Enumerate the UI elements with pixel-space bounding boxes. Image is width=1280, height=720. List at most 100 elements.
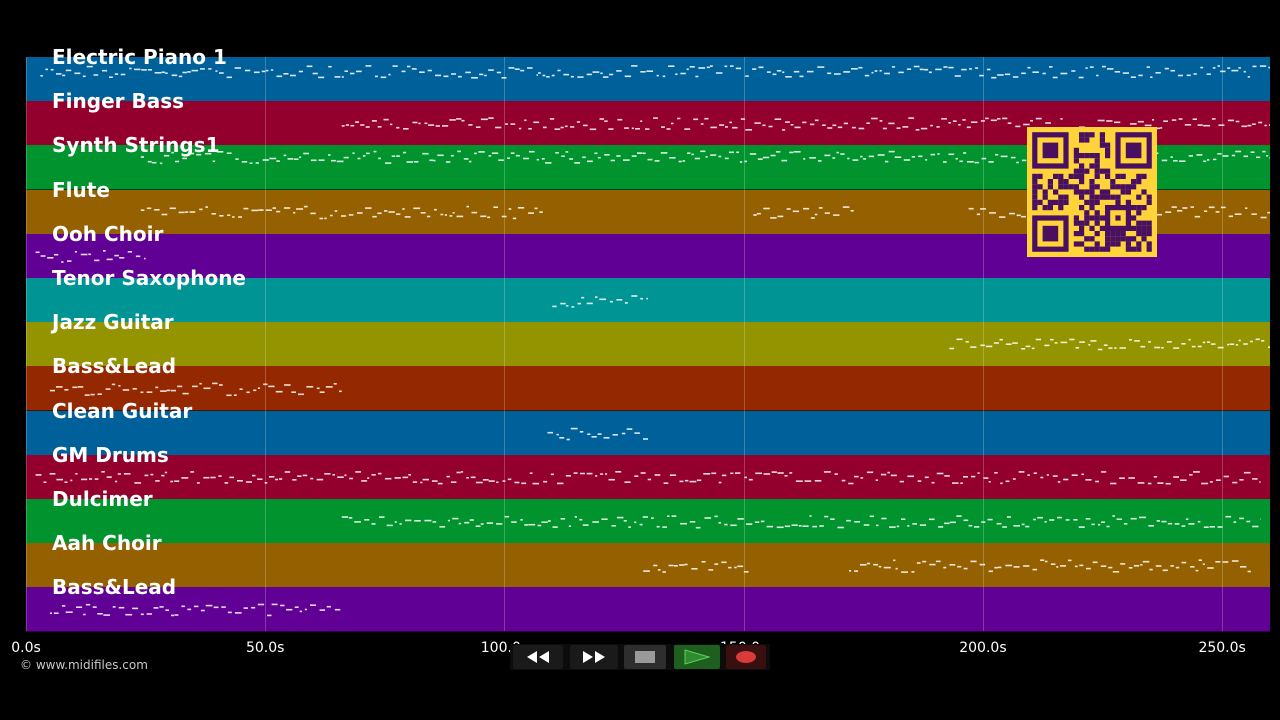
midi-note [215, 70, 218, 72]
midi-note [334, 76, 341, 78]
midi-note [995, 153, 999, 156]
midi-note [159, 162, 163, 165]
midi-note [877, 154, 885, 156]
midi-note [432, 521, 437, 523]
midi-note [134, 482, 142, 484]
midi-note [569, 158, 573, 160]
midi-note [628, 526, 631, 528]
midi-note [976, 213, 981, 216]
midi-note [129, 67, 132, 70]
midi-note [234, 67, 241, 69]
midi-note [1155, 152, 1159, 155]
midi-note [714, 515, 718, 518]
midi-note [1148, 525, 1154, 527]
midi-note [1181, 561, 1187, 564]
midi-note [171, 614, 175, 617]
grid-line [504, 57, 505, 631]
midi-note [1130, 517, 1137, 520]
midi-note [383, 118, 389, 121]
midi-note [660, 152, 668, 154]
midi-note [1173, 347, 1180, 349]
midi-note [1098, 523, 1101, 526]
midi-note [824, 212, 830, 214]
midi-note [615, 471, 622, 473]
rewind-button[interactable] [513, 645, 563, 669]
midi-note [565, 475, 571, 477]
midi-note [1167, 522, 1173, 525]
midi-note [994, 472, 998, 474]
midi-note [782, 71, 785, 74]
midi-note [814, 213, 818, 216]
midi-note [679, 564, 685, 566]
midi-note [595, 475, 598, 477]
midi-note [798, 525, 802, 527]
midi-note [1200, 66, 1204, 69]
record-button[interactable] [726, 645, 766, 669]
midi-note [90, 393, 95, 396]
stop-button[interactable] [624, 645, 666, 669]
midi-note [1185, 518, 1189, 520]
midi-note [582, 156, 586, 159]
midi-note [345, 124, 349, 126]
midi-note [1211, 118, 1216, 120]
midi-note [888, 150, 895, 153]
midi-note [153, 607, 159, 609]
midi-note [154, 209, 160, 211]
midi-note [708, 569, 714, 571]
midi-note [785, 121, 790, 123]
midi-note [962, 119, 966, 121]
midi-note [1220, 70, 1226, 73]
midi-note [1023, 565, 1030, 567]
midi-note [35, 251, 40, 254]
midi-note [174, 480, 180, 482]
midi-note [1190, 206, 1194, 208]
midi-note [1193, 73, 1197, 75]
midi-note [591, 436, 597, 438]
midi-note [701, 561, 706, 563]
midi-note [251, 209, 259, 212]
midi-note [182, 71, 187, 74]
fast-forward-button[interactable] [570, 645, 618, 669]
midi-note [446, 475, 450, 478]
midi-note [894, 156, 902, 158]
play-button[interactable] [674, 645, 720, 669]
midi-note [1239, 479, 1244, 481]
midi-note [869, 515, 874, 518]
midi-note [352, 152, 355, 154]
midi-note [1096, 74, 1099, 77]
midi-note [296, 208, 304, 210]
midi-note [328, 65, 332, 68]
midi-note [768, 125, 773, 128]
midi-note [689, 66, 695, 68]
midi-note [785, 76, 792, 78]
midi-note [911, 156, 915, 158]
midi-note [730, 472, 734, 475]
midi-note [132, 388, 137, 390]
midi-note [1114, 347, 1117, 349]
midi-note [1097, 348, 1103, 351]
midi-note [181, 605, 185, 608]
midi-note [1260, 216, 1267, 219]
midi-note [1021, 215, 1026, 218]
midi-note [82, 75, 86, 78]
midi-note [539, 211, 543, 213]
midi-note [851, 126, 856, 129]
midi-note [486, 522, 494, 524]
midi-note [510, 152, 515, 154]
midi-note [605, 473, 608, 475]
midi-note [165, 609, 169, 611]
midi-note [1012, 342, 1018, 344]
midi-note [743, 571, 749, 573]
midi-note [754, 521, 760, 523]
midi-note [377, 126, 382, 128]
midi-note [657, 569, 661, 571]
midi-note [210, 476, 216, 479]
midi-note [1012, 76, 1019, 78]
midi-note [980, 208, 986, 210]
midi-note [789, 472, 793, 474]
midi-note [1106, 120, 1113, 122]
midi-note [420, 481, 423, 484]
midi-note [213, 606, 219, 609]
midi-note [1044, 560, 1048, 563]
midi-note [755, 472, 762, 475]
